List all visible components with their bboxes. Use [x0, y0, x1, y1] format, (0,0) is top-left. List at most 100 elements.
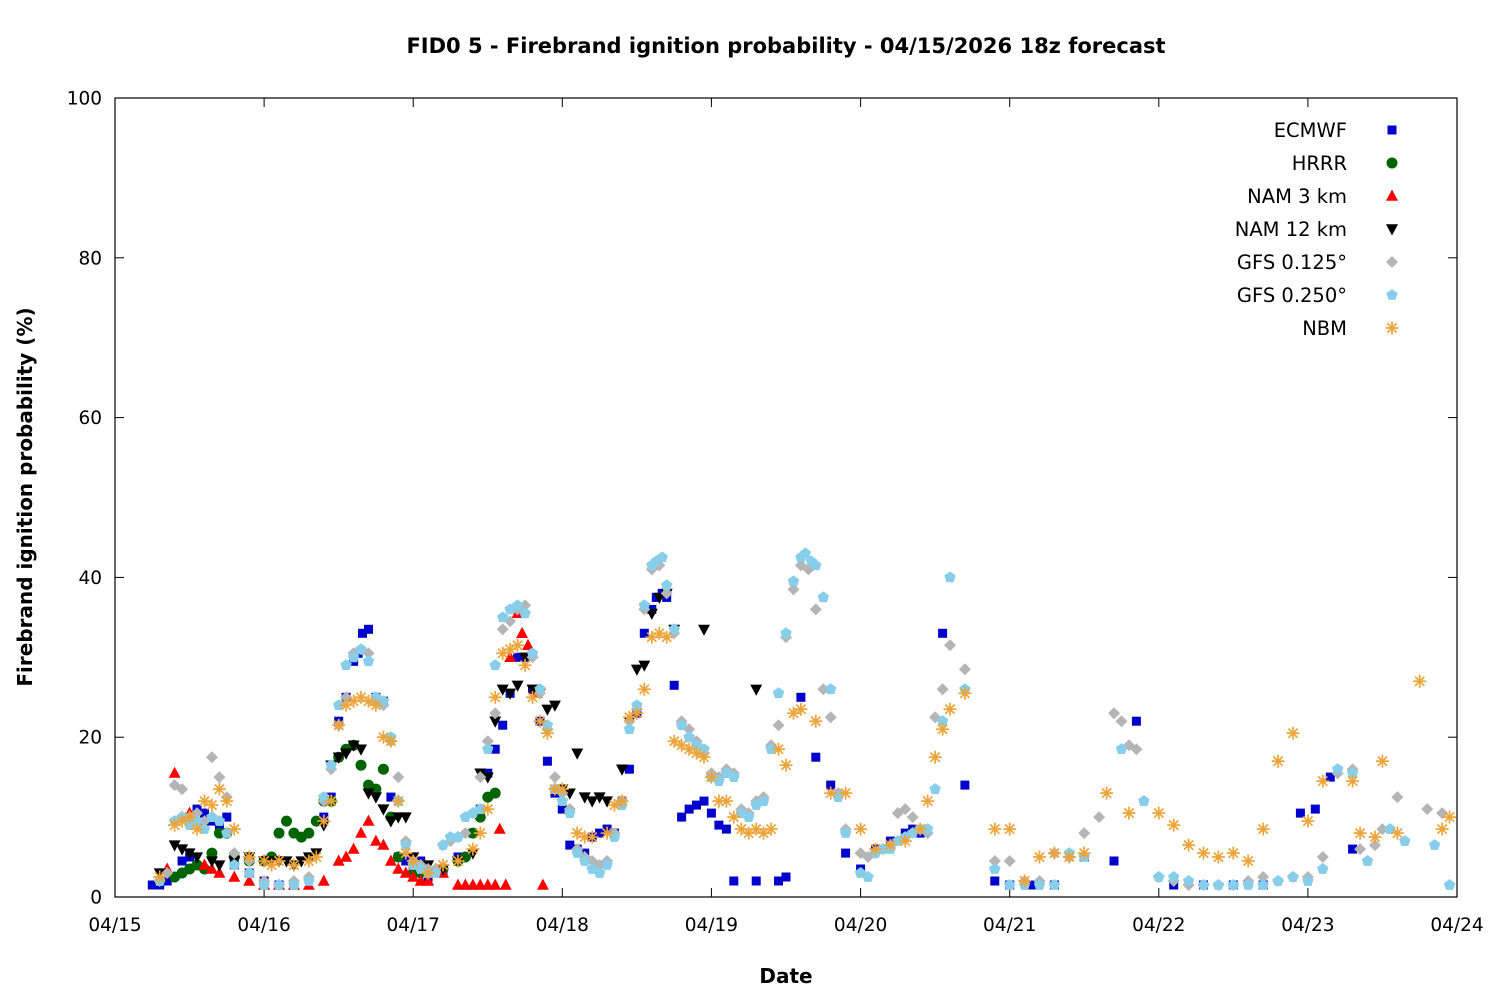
y-tick-label: 60	[78, 408, 102, 429]
data-point-gfs-0-125-	[1369, 839, 1381, 852]
data-point-gfs-0-250-	[1004, 879, 1016, 890]
data-point-nam-12-km	[168, 840, 181, 852]
x-tick-label: 04/19	[685, 915, 738, 936]
data-point-gfs-0-250-	[1197, 879, 1210, 890]
data-point-gfs-0-250-	[757, 795, 770, 806]
data-point-nam-12-km	[563, 788, 576, 800]
data-point-nam-12-km	[362, 788, 375, 800]
data-point-ecmwf	[624, 764, 634, 774]
data-point-gfs-0-125-	[660, 587, 673, 600]
legend-label: NAM 12 km	[1235, 218, 1347, 241]
data-point-gfs-0-250-	[1115, 743, 1128, 754]
data-point-gfs-0-250-	[623, 723, 636, 735]
data-point-ecmwf	[699, 796, 709, 806]
data-point-nam-12-km	[370, 792, 382, 804]
data-point-nbm	[369, 698, 383, 712]
data-point-ecmwf	[1295, 808, 1305, 818]
x-tick-label: 04/18	[536, 915, 589, 936]
legend-label: HRRR	[1292, 152, 1347, 175]
data-point-nbm	[272, 854, 286, 868]
data-point-ecmwf	[811, 752, 821, 762]
data-point-gfs-0-125-	[161, 867, 174, 879]
data-point-nam-12-km	[601, 796, 613, 808]
data-point-gfs-0-250-	[452, 831, 464, 842]
data-point-nam-12-km	[205, 856, 218, 868]
data-point-gfs-0-250-	[437, 839, 449, 850]
data-point-ecmwf	[990, 876, 1000, 886]
data-point-nbm	[518, 658, 532, 672]
data-point-ecmwf	[826, 780, 836, 790]
data-point-gfs-0-250-	[656, 551, 668, 563]
data-point-nbm	[622, 710, 636, 724]
data-point-ecmwf	[841, 848, 851, 858]
data-point-ecmwf	[677, 812, 687, 822]
data-point-nbm	[1435, 822, 1449, 836]
data-point-ecmwf	[358, 628, 367, 638]
data-point-nam-12-km	[750, 684, 763, 696]
data-point-nbm	[421, 866, 435, 880]
data-point-nam-12-km	[586, 796, 599, 808]
data-point-nbm	[198, 794, 211, 808]
data-point-ecmwf	[177, 856, 187, 866]
data-point-nam-3-km	[493, 822, 506, 834]
data-point-nbm	[384, 734, 398, 748]
data-point-ecmwf	[147, 880, 157, 890]
data-point-gfs-0-250-	[1182, 875, 1195, 886]
data-point-nbm	[1062, 850, 1076, 864]
data-point-ecmwf	[490, 744, 500, 754]
data-point-nam-12-km	[213, 860, 226, 872]
data-point-gfs-0-125-	[1354, 843, 1367, 856]
data-point-gfs-0-250-	[303, 875, 315, 886]
data-point-gfs-0-250-	[347, 651, 360, 663]
data-point-ecmwf	[774, 876, 783, 886]
x-axis-label: Date	[759, 964, 812, 988]
data-point-hrrr	[273, 827, 285, 839]
data-point-ecmwf	[542, 756, 552, 766]
data-point-gfs-0-250-	[288, 879, 300, 890]
data-point-nbm	[242, 850, 256, 864]
data-point-nam-3-km	[407, 870, 420, 882]
data-point-gfs-0-250-	[579, 855, 591, 866]
data-point-gfs-0-250-	[1384, 823, 1396, 834]
data-point-gfs-0-250-	[511, 599, 524, 611]
data-point-nam-12-km	[630, 664, 643, 676]
data-point-nbm	[630, 706, 644, 720]
data-point-nam-12-km	[698, 624, 710, 636]
data-point-nam-3-km	[537, 878, 549, 890]
data-point-nbm	[719, 794, 733, 808]
data-point-nbm	[1390, 826, 1404, 840]
data-point-nbm	[1301, 814, 1315, 828]
data-point-gfs-0-250-	[519, 607, 531, 619]
data-point-gfs-0-250-	[936, 715, 949, 727]
data-point-gfs-0-250-	[340, 659, 352, 671]
data-point-gfs-0-125-	[1078, 827, 1091, 840]
data-point-nam-12-km	[504, 688, 517, 700]
data-point-ecmwf	[498, 720, 508, 730]
legend-label: NAM 3 km	[1247, 185, 1347, 208]
data-point-ecmwf	[1348, 844, 1358, 854]
data-point-gfs-0-250-	[1332, 763, 1344, 774]
data-point-gfs-0-125-	[906, 811, 919, 824]
data-point-nbm	[704, 770, 718, 784]
data-point-gfs-0-250-	[787, 575, 800, 587]
data-point-nbm	[406, 854, 420, 868]
data-point-nbm	[1316, 774, 1330, 788]
data-point-nbm	[183, 810, 197, 824]
data-point-gfs-0-250-	[799, 547, 812, 559]
data-point-gfs-0-250-	[728, 771, 740, 782]
data-point-nbm	[794, 702, 808, 716]
data-point-nbm	[869, 842, 882, 856]
data-point-gfs-0-250-	[698, 743, 710, 754]
data-point-gfs-0-250-	[526, 647, 539, 659]
data-point-gfs-0-125-	[392, 771, 405, 784]
data-point-gfs-0-250-	[638, 599, 651, 611]
data-point-nam-3-km	[347, 842, 360, 854]
data-point-gfs-0-125-	[936, 683, 949, 696]
data-point-gfs-0-250-	[862, 871, 874, 882]
data-point-gfs-0-250-	[825, 683, 837, 695]
data-point-nbm	[1413, 674, 1427, 688]
data-point-gfs-0-125-	[1436, 807, 1449, 820]
data-point-gfs-0-250-	[474, 803, 486, 814]
